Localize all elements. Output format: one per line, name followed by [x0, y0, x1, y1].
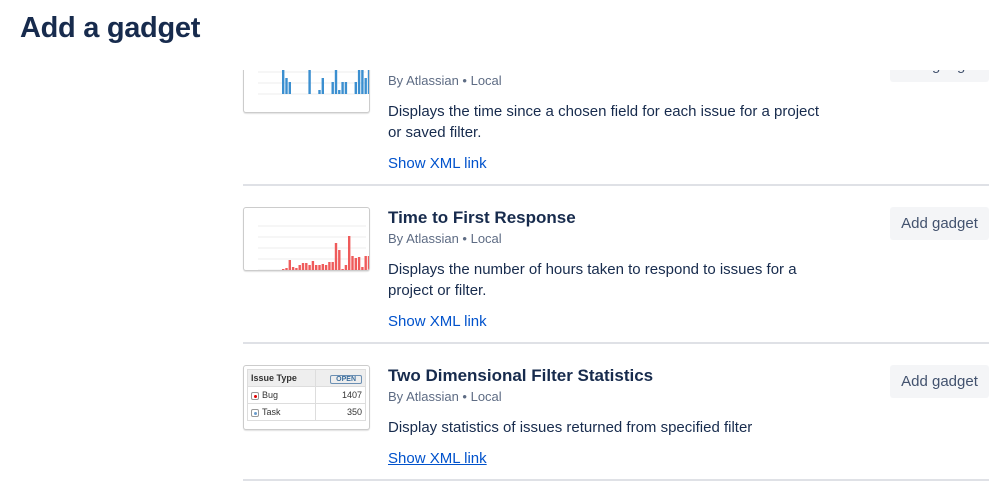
show-xml-link[interactable]: Show XML link	[388, 450, 487, 467]
gadget-byline: By Atlassian • Local	[388, 231, 502, 246]
page-title: Add a gadget	[20, 12, 201, 44]
thumbnail-bar	[324, 265, 328, 270]
thumbnail-bar	[288, 260, 291, 270]
thumbnail-bar	[298, 265, 301, 270]
thumbnail-bar	[331, 82, 334, 94]
gadget-byline: By Atlassian • Local	[388, 73, 502, 88]
row-value: 1407	[315, 386, 366, 404]
thumbnail-bar	[364, 78, 367, 94]
row-label: Bug	[262, 390, 279, 400]
thumbnail-bar	[318, 265, 321, 270]
thumbnail-bar	[282, 269, 285, 270]
thumbnail-bar	[315, 265, 318, 270]
thumbnail-table: Issue Type OPEN Bug 1407 Task 350	[246, 369, 366, 421]
thumbnail-bar	[357, 257, 361, 270]
show-xml-link[interactable]: Show XML link	[388, 313, 487, 330]
thumbnail-bar	[334, 243, 338, 270]
thumbnail-bar	[354, 258, 357, 270]
gadget-thumbnail	[243, 207, 370, 271]
task-icon	[251, 408, 259, 417]
thumbnail-bar	[367, 70, 369, 94]
thumbnail-bar	[357, 70, 361, 94]
thumbnail-bar	[338, 90, 341, 94]
gadget-title: Two Dimensional Filter Statistics	[388, 366, 654, 385]
gadget-item: Issue Type OPEN Bug 1407 Task 350 Two Dimen…	[243, 344, 989, 481]
thumbnail-bar	[282, 70, 285, 94]
gadget-list: By Atlassian • Local Displays the time s…	[243, 70, 989, 481]
thumbnail-bar	[331, 262, 334, 270]
thumbnail-bar	[285, 78, 288, 94]
thumbnail-bar	[285, 268, 288, 270]
gadget-thumbnail	[243, 70, 370, 113]
thumbnail-bar	[341, 82, 344, 94]
show-xml-link[interactable]: Show XML link	[388, 155, 487, 172]
gadget-item: Time to First Response By Atlassian • Lo…	[243, 186, 989, 344]
gadget-description: Displays the time since a chosen field f…	[388, 103, 820, 141]
gadget-item: By Atlassian • Local Displays the time s…	[243, 70, 989, 186]
thumbnail-bar	[291, 267, 295, 270]
gadget-byline: By Atlassian • Local	[388, 389, 502, 404]
thumbnail-bar	[321, 78, 324, 94]
thumbnail-bar	[288, 82, 291, 94]
thumbnail-bar	[338, 250, 341, 270]
row-value: 350	[315, 403, 366, 421]
thumbnail-bar	[351, 256, 354, 270]
thumbnail-bar	[348, 236, 351, 270]
thumbnail-bar	[308, 265, 311, 270]
thumbnail-bar	[318, 90, 321, 94]
gadget-title: Time to First Response	[388, 208, 576, 227]
thumbnail-bar	[311, 261, 315, 270]
thumbnail-bar	[354, 82, 357, 94]
thumbnail-bar	[361, 70, 364, 94]
gadget-description: Displays the number of hours taken to re…	[388, 261, 797, 299]
thumbnail-bar	[305, 263, 308, 270]
gadget-description: Display statistics of issues returned fr…	[388, 419, 753, 436]
add-gadget-button[interactable]: Add gadget	[890, 365, 989, 398]
thumbnail-bar	[341, 269, 344, 270]
thumbnail-bar	[328, 262, 331, 270]
thumbnail-header: Issue Type	[246, 369, 317, 387]
thumbnail-bar	[344, 82, 348, 94]
add-gadget-button[interactable]: Add gadget	[890, 70, 989, 82]
open-badge: OPEN	[330, 375, 362, 384]
gadget-list-viewport[interactable]: By Atlassian • Local Displays the time s…	[0, 70, 999, 490]
thumbnail-bar	[364, 256, 367, 270]
red-bar-chart-thumbnail	[258, 225, 369, 270]
thumbnail-bar	[308, 70, 311, 94]
thumbnail-bar	[361, 267, 364, 270]
add-gadget-button[interactable]: Add gadget	[890, 207, 989, 240]
thumbnail-bar	[344, 265, 348, 270]
blue-bar-chart-thumbnail	[258, 70, 369, 95]
row-label: Task	[262, 407, 281, 417]
thumbnail-bar	[334, 70, 338, 94]
thumbnail-bar	[295, 268, 298, 270]
thumbnail-bar	[367, 256, 369, 270]
thumbnail-bar	[301, 263, 305, 270]
gadget-thumbnail: Issue Type OPEN Bug 1407 Task 350	[243, 365, 370, 430]
thumbnail-bar	[321, 264, 324, 270]
bug-icon	[251, 391, 259, 400]
